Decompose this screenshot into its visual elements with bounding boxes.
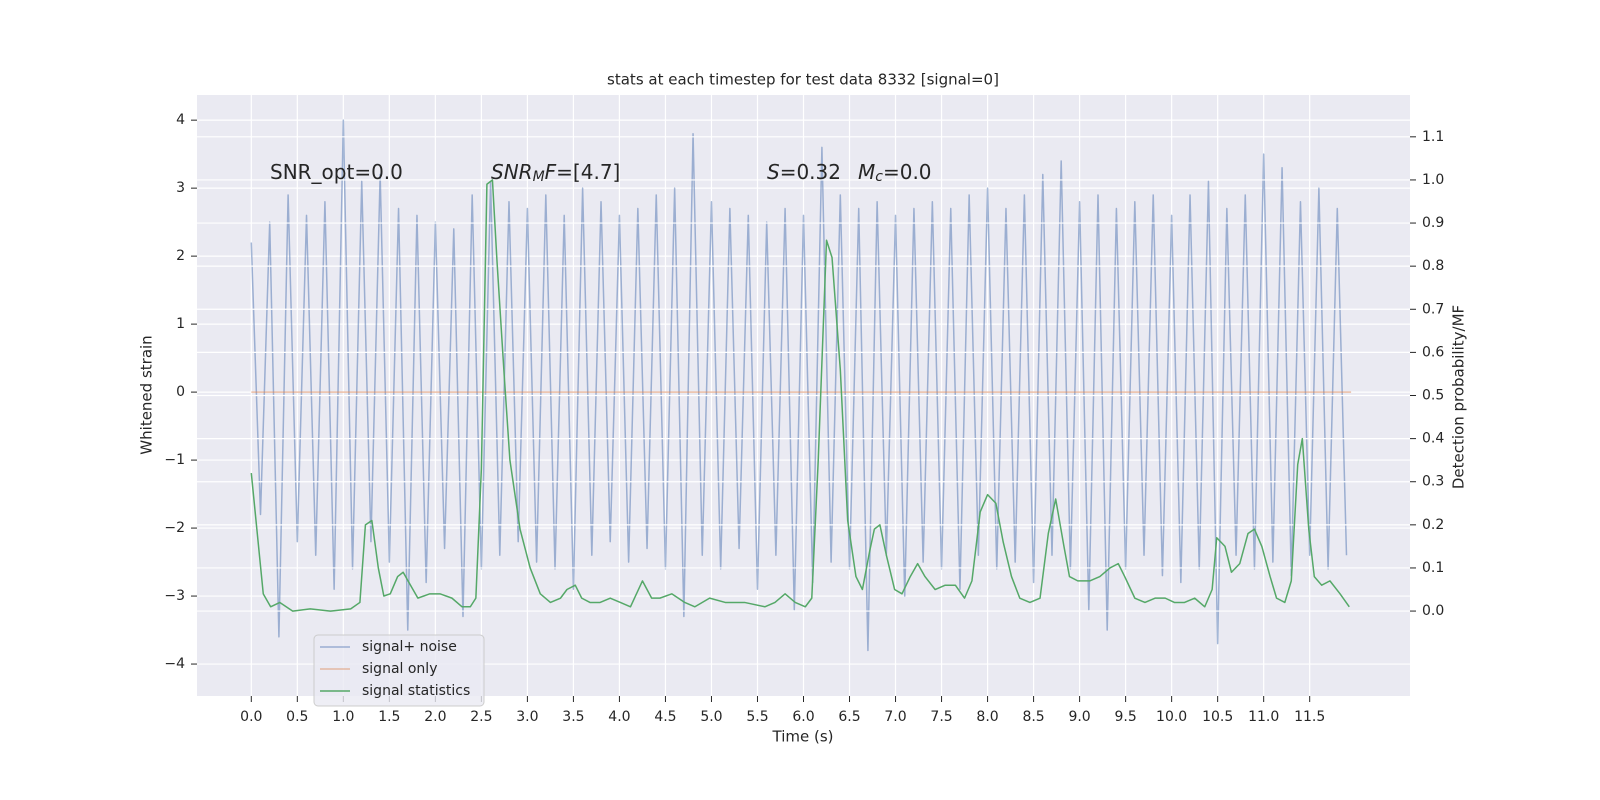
y-tick-label: 3: [176, 180, 185, 196]
x-tick-label: 3.0: [516, 709, 538, 725]
x-tick-label: 7.5: [930, 709, 952, 725]
x-tick-label: 1.5: [378, 709, 400, 725]
y2-tick-label: 1.0: [1422, 172, 1444, 188]
legend-box: [313, 634, 485, 707]
y2-tick-label: 0.1: [1422, 560, 1444, 576]
x-tick-label: 11.5: [1294, 709, 1325, 725]
x-tick-label: 3.5: [562, 709, 584, 725]
y2-tick-label: 1.1: [1422, 129, 1444, 145]
y2-axis-label: Detection probability/MF: [1450, 305, 1468, 489]
annotation-part: =0.32: [780, 160, 841, 184]
x-tick-label: 6.0: [792, 709, 814, 725]
series-line: [250, 119, 1348, 652]
x-tick-label: 11.0: [1248, 709, 1279, 725]
annotation-part: F: [545, 160, 557, 184]
x-tick-label: 0.0: [240, 709, 262, 725]
x-tick-label: 2.0: [424, 709, 446, 725]
x-tick-label: 10.0: [1156, 709, 1187, 725]
legend-label: signal only: [362, 661, 437, 677]
annotation-part: c: [875, 169, 883, 185]
series-line: [250, 179, 1350, 612]
annotation-part: =[4.7]: [556, 160, 620, 184]
y2-tick-label: 0.5: [1422, 388, 1444, 404]
y2-tick-label: 0.8: [1422, 258, 1444, 274]
y2-tick-label: 0.2: [1422, 517, 1444, 533]
annotation-part: M: [533, 169, 545, 185]
x-tick-label: 5.5: [746, 709, 768, 725]
y2-tick-label: 0.3: [1422, 474, 1444, 490]
x-tick-label: 9.0: [1068, 709, 1090, 725]
x-axis-label: Time (s): [772, 728, 834, 746]
y-tick-label: 0: [176, 384, 185, 400]
annotation-part: S: [767, 160, 780, 184]
chart-title: stats at each timestep for test data 833…: [607, 71, 999, 89]
x-tick-label: 4.5: [654, 709, 676, 725]
x-tick-label: 8.0: [976, 709, 998, 725]
x-tick-label: 1.0: [332, 709, 354, 725]
y-tick-label: −1: [164, 452, 185, 468]
annotation-part: SNR_opt=0.0: [270, 160, 403, 184]
y2-tick-label: 0.4: [1422, 431, 1444, 447]
y2-tick-label: 0.6: [1422, 344, 1444, 360]
y-tick-label: 1: [176, 316, 185, 332]
x-tick-label: 6.5: [838, 709, 860, 725]
x-tick-label: 0.5: [286, 709, 308, 725]
x-tick-label: 7.0: [884, 709, 906, 725]
annotation: SNR_opt=0.0: [270, 160, 403, 184]
y-tick-label: −3: [164, 588, 185, 604]
x-tick-label: 8.5: [1022, 709, 1044, 725]
legend-label: signal+ noise: [362, 639, 457, 655]
y2-tick-label: 0.9: [1422, 215, 1444, 231]
x-tick-label: 4.0: [608, 709, 630, 725]
y-tick-label: 4: [176, 112, 185, 128]
x-tick-label: 2.5: [470, 709, 492, 725]
annotation: Mc=0.0: [858, 160, 932, 185]
y2-tick-label: 0.0: [1422, 603, 1444, 619]
annotation-part: M: [858, 160, 875, 184]
annotation-part: SNR: [491, 160, 533, 184]
y2-tick-label: 0.7: [1422, 301, 1444, 317]
annotation: S=0.32: [767, 160, 841, 184]
x-tick-label: 5.0: [700, 709, 722, 725]
y-tick-label: −2: [164, 520, 185, 536]
y-tick-label: 2: [176, 248, 185, 264]
x-tick-label: 9.5: [1114, 709, 1136, 725]
legend-label: signal statistics: [362, 683, 470, 699]
y-axis-label: Whitened strain: [138, 335, 156, 454]
x-tick-label: 10.5: [1202, 709, 1233, 725]
annotation: SNRMF=[4.7]: [491, 160, 620, 185]
annotation-part: =0.0: [883, 160, 932, 184]
y-tick-label: −4: [164, 656, 185, 672]
